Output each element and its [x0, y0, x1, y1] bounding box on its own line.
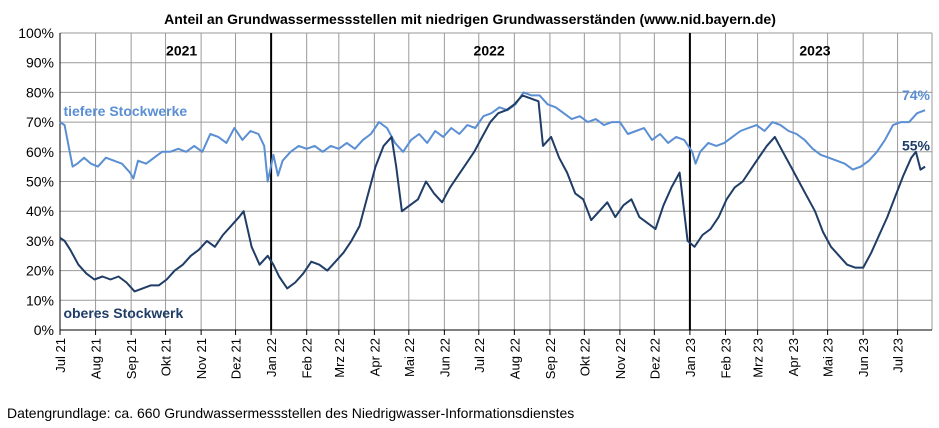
end-value-oberes: 55% [902, 137, 931, 153]
x-tick-label: Jan 22 [264, 338, 279, 377]
x-tick-label: Apr 23 [786, 338, 801, 376]
x-tick-label: Dez 21 [229, 338, 244, 379]
x-tick-label: Dez 22 [647, 338, 662, 379]
series-line-oberes-stockwerk [59, 94, 926, 293]
series-lines [59, 91, 926, 293]
y-tick-label: 10% [26, 292, 54, 308]
end-value-tiefere: 74% [902, 87, 931, 103]
x-tick-label: Jan 23 [683, 338, 698, 377]
x-tick-label: Mrz 22 [332, 338, 347, 378]
y-tick-label: 70% [26, 114, 54, 130]
series-label-tiefere-stockwerke: tiefere Stockwerke [63, 103, 187, 119]
y-tick-label: 60% [26, 144, 54, 160]
axes: 0% 10% 20% 30% 40% 50% 60% 70% 80% 90% 100% Jul 21 A… [18, 25, 932, 379]
x-tick-label: Mai 22 [402, 338, 417, 377]
x-tick-label: Okt 21 [159, 338, 174, 376]
y-tick-label: 0% [34, 322, 54, 338]
data-source-footer: Datengrundlage: ca. 660 Grundwassermesss… [7, 405, 575, 421]
x-tick-label: Feb 22 [300, 338, 315, 378]
year-label: 2023 [799, 42, 830, 58]
y-tick-label: 100% [18, 25, 54, 41]
chart-title: Anteil an Grundwassermessstellen mit nie… [164, 11, 776, 27]
chart: Anteil an Grundwassermessstellen mit nie… [18, 11, 933, 379]
x-tick-label: Apr 22 [367, 338, 382, 376]
x-tick-label: Jul 21 [53, 338, 68, 373]
x-tick-label: Mrz 23 [751, 338, 766, 378]
y-tick-label: 30% [26, 233, 54, 249]
x-tick-label: Nov 22 [613, 338, 628, 379]
series-line-tiefere-stockwerke [59, 91, 926, 183]
y-tick-label: 90% [26, 55, 54, 71]
x-tick-label: Jun 22 [437, 338, 452, 377]
x-tick-label: Jul 22 [472, 338, 487, 373]
y-tick-label: 40% [26, 203, 54, 219]
x-tick-label: Sep 21 [124, 338, 139, 379]
x-tick-label: Jun 23 [856, 338, 871, 377]
grid [59, 32, 933, 331]
x-tick-label: Aug 21 [89, 338, 104, 379]
x-tick-label: Sep 22 [543, 338, 558, 379]
y-tick-label: 20% [26, 263, 54, 279]
x-tick-label: Okt 22 [577, 338, 592, 376]
series-label-oberes-stockwerk: oberes Stockwerk [63, 305, 183, 321]
x-tick-label: Feb 23 [718, 338, 733, 378]
y-tick-label: 50% [26, 174, 54, 190]
x-tick-label: Nov 21 [194, 338, 209, 379]
x-tick-label: Mai 23 [821, 338, 836, 377]
y-tick-label: 80% [26, 84, 54, 100]
year-label: 2022 [474, 42, 505, 58]
year-label: 2021 [166, 42, 197, 58]
x-tick-label: Jul 23 [891, 338, 906, 373]
annotations: 2021 2022 2023 tiefere Stockwerke oberes Sto… [63, 42, 930, 321]
x-tick-label: Aug 22 [507, 338, 522, 379]
